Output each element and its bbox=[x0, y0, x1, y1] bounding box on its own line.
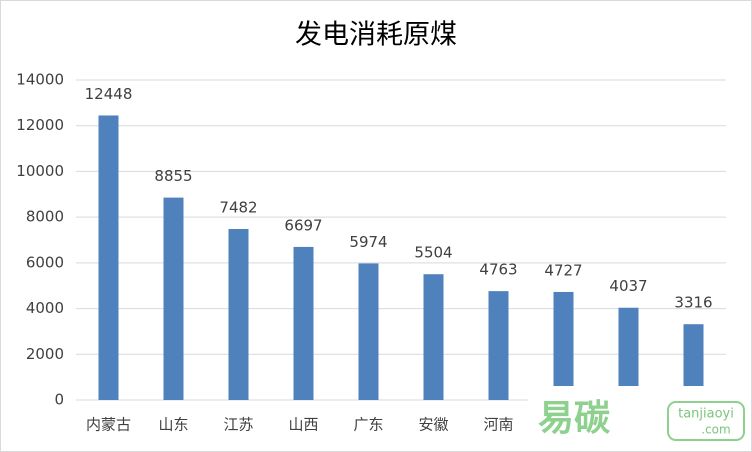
bar bbox=[553, 291, 574, 400]
bar bbox=[163, 197, 184, 400]
value-label: 4763 bbox=[479, 261, 517, 279]
watermark-domain: .com bbox=[701, 423, 730, 437]
bar bbox=[683, 324, 704, 400]
watermark-badge bbox=[667, 401, 745, 441]
watermark-site: tanjiaoyi bbox=[678, 407, 734, 422]
chart-title: 发电消耗原煤 bbox=[295, 20, 457, 51]
bar bbox=[618, 307, 639, 400]
bar bbox=[98, 115, 119, 400]
y-tick-label: 10000 bbox=[16, 162, 64, 180]
value-label: 8855 bbox=[154, 167, 192, 185]
bar bbox=[423, 274, 444, 400]
x-tick-label: 安徽 bbox=[418, 416, 448, 434]
x-tick-label: 江苏 bbox=[223, 416, 253, 434]
value-label: 5504 bbox=[414, 244, 452, 262]
x-tick-label: 山西 bbox=[288, 416, 318, 434]
x-tick-label: 广东 bbox=[353, 416, 383, 434]
value-label: 3316 bbox=[674, 294, 712, 312]
value-label: 7482 bbox=[219, 198, 257, 216]
watermark-brand: 易碳 bbox=[538, 398, 611, 439]
bar bbox=[488, 291, 509, 400]
y-tick-label: 2000 bbox=[26, 345, 64, 363]
bar bbox=[358, 263, 379, 400]
y-tick-label: 14000 bbox=[16, 71, 64, 89]
value-label: 6697 bbox=[284, 216, 322, 234]
x-tick-label: 内蒙古 bbox=[86, 416, 131, 434]
value-label: 4727 bbox=[544, 261, 582, 279]
value-label: 5974 bbox=[349, 233, 387, 251]
y-tick-label: 8000 bbox=[26, 208, 64, 226]
y-tick-label: 6000 bbox=[26, 253, 64, 271]
value-label: 12448 bbox=[85, 85, 133, 103]
y-tick-label: 0 bbox=[54, 391, 64, 409]
y-tick-label: 12000 bbox=[16, 116, 64, 134]
bar bbox=[293, 246, 314, 400]
value-label: 4037 bbox=[609, 277, 647, 295]
bar bbox=[228, 228, 249, 400]
x-tick-label: 山东 bbox=[158, 416, 188, 434]
y-tick-label: 4000 bbox=[26, 299, 64, 317]
x-tick-label: 河南 bbox=[483, 416, 513, 434]
